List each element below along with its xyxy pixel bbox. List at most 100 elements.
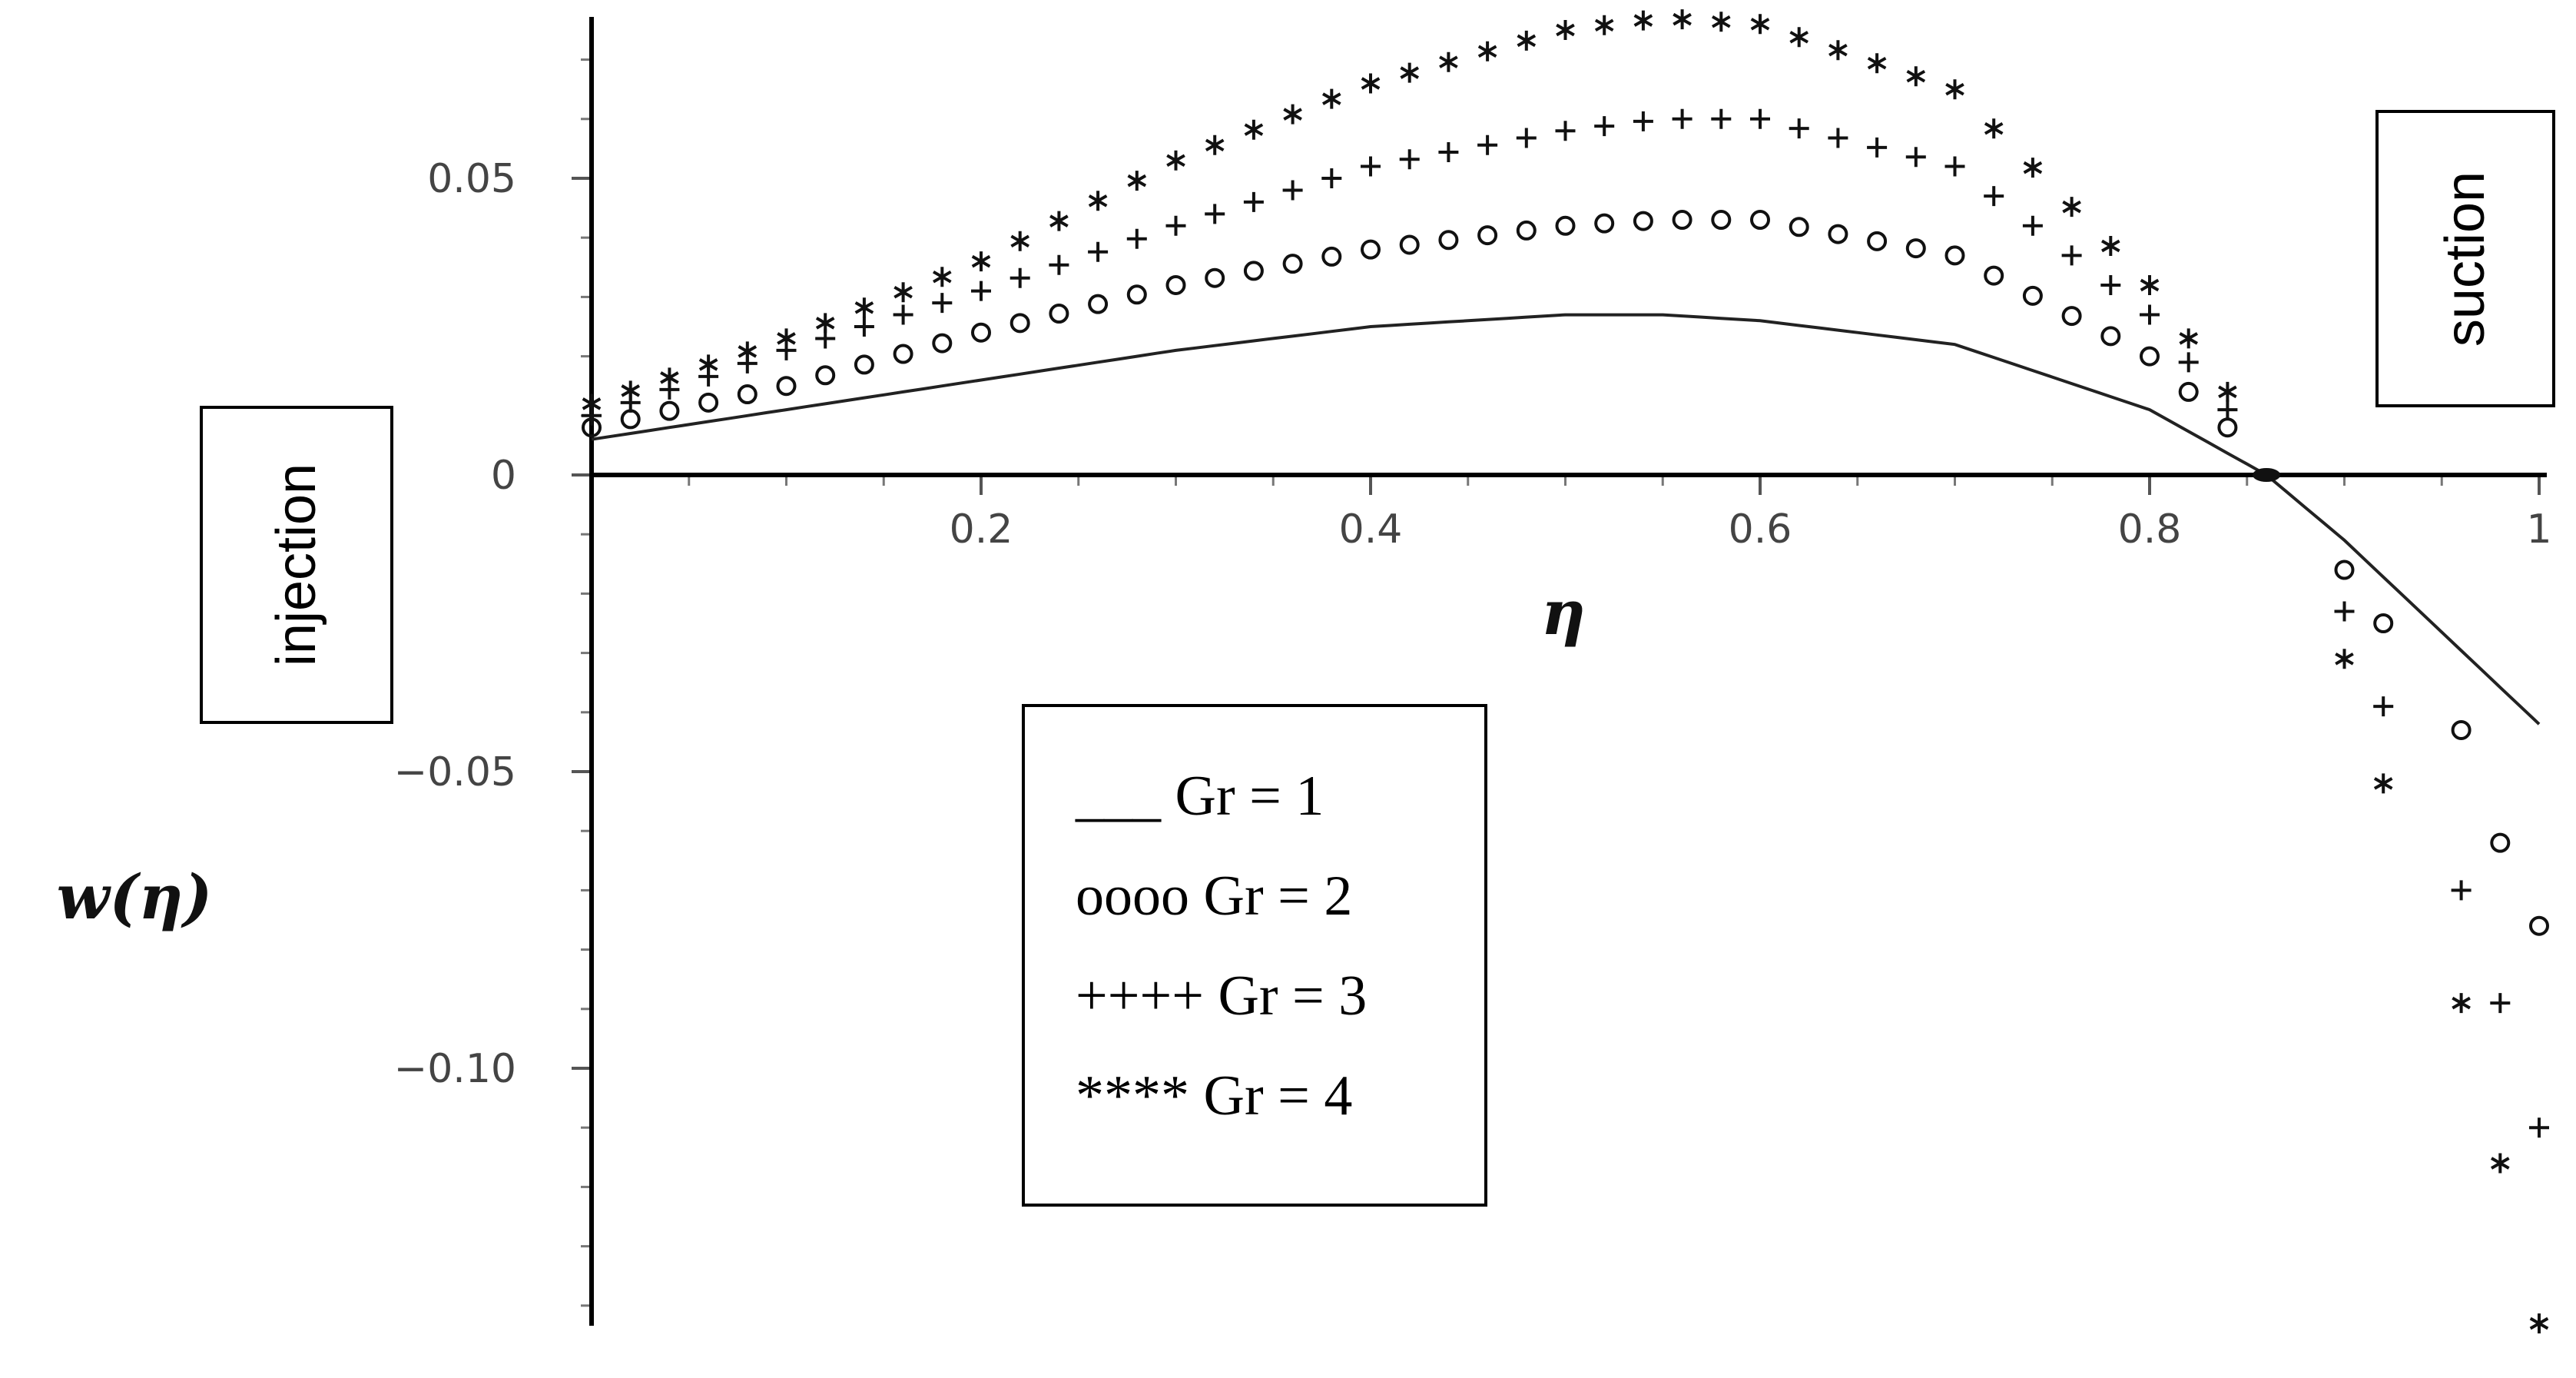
data-point-star (1633, 10, 1653, 31)
data-point-plus (2490, 993, 2511, 1014)
data-point-star (1477, 41, 1497, 61)
data-point-plus (1828, 128, 1848, 148)
data-point-star (2218, 381, 2237, 402)
data-point-o (659, 400, 680, 421)
data-point-star (1205, 134, 1225, 155)
data-point-plus (1944, 156, 1965, 177)
data-point-star (1166, 150, 1185, 171)
legend-symbol-gr4: **** (1076, 1064, 1189, 1127)
data-point-plus (1594, 116, 1615, 137)
data-point-o (620, 409, 641, 430)
legend-label-gr3: Gr = 3 (1218, 965, 1367, 1028)
data-point-star (1712, 12, 1731, 32)
data-point-star (2452, 993, 2471, 1014)
data-point-star (1322, 88, 1341, 109)
data-point-plus (1905, 147, 1926, 168)
y-tick-label: 0 (491, 453, 516, 499)
data-point-plus (1672, 108, 1692, 129)
data-point-star (854, 297, 874, 318)
data-point-star (582, 393, 602, 414)
data-point-o (1633, 211, 1653, 231)
data-point-o (1438, 230, 1459, 251)
series-1 (591, 313, 2541, 726)
y-tick-label: −0.05 (394, 749, 516, 795)
legend-entry-gr3: ++++ Gr = 3 (1076, 965, 1367, 1028)
data-point-plus (1711, 108, 1732, 129)
data-point-o (971, 322, 991, 343)
data-point-star (2140, 275, 2160, 295)
data-point-star (660, 367, 679, 388)
data-point-plus (2451, 880, 2472, 901)
data-point-o (893, 344, 913, 364)
data-point-plus (2334, 601, 2355, 622)
data-point-star (1867, 53, 1887, 74)
data-point-o (1165, 274, 1186, 295)
legend-symbol-gr1: ___ (1075, 765, 1162, 828)
legend-label-gr2: Gr = 2 (1204, 865, 1353, 928)
crossing-point (2253, 468, 2281, 482)
suction-annotation: suction (2375, 110, 2555, 407)
tick-labels: 0.05 0 −0.05 −0.10 0.2 0.4 0.6 0.8 1 (394, 156, 2552, 1092)
data-point-o (1789, 217, 1809, 237)
data-point-o (1010, 313, 1030, 334)
data-point-o (698, 392, 719, 413)
data-point-star (1361, 73, 1381, 94)
data-point-o (1672, 210, 1692, 231)
data-point-o (776, 376, 797, 397)
data-point-star (815, 313, 835, 334)
data-point-star (1010, 231, 1029, 251)
data-point-plus (1399, 149, 1420, 170)
data-point-o (1516, 220, 1537, 241)
data-point-star (933, 267, 952, 287)
data-point-o (1828, 224, 1848, 244)
data-point-o (2334, 560, 2355, 580)
data-point-star (1945, 79, 1964, 100)
data-point-star (1439, 51, 1458, 72)
data-point-plus (1243, 191, 1264, 212)
y-tick-label: −0.10 (394, 1046, 516, 1092)
suction-label: suction (2435, 171, 2496, 347)
legend-box (1022, 704, 1487, 1207)
data-point-star (2101, 236, 2120, 256)
data-point-star (1594, 15, 1614, 35)
data-point-star (777, 328, 796, 349)
data-point-o (1361, 239, 1381, 260)
y-axis-title: w(η) (57, 861, 213, 933)
data-point-star (1984, 118, 2004, 139)
data-point-o (1555, 215, 1576, 236)
data-point-o (1205, 267, 1225, 288)
data-point-plus (1282, 180, 1303, 201)
data-point-star (2179, 328, 2198, 349)
data-point-o (815, 365, 836, 386)
data-point-plus (2140, 304, 2160, 325)
series-4 (582, 9, 2549, 1333)
y-tick-label: 0.05 (427, 156, 516, 202)
data-point-star (1906, 66, 1926, 87)
legend-label-gr1: Gr = 1 (1175, 765, 1324, 828)
x-tick-label: 0.4 (1339, 506, 1403, 553)
data-point-o (2140, 346, 2160, 367)
data-point-o (1711, 210, 1732, 231)
data-point-plus (1633, 111, 1653, 131)
data-point-star (1400, 62, 1419, 83)
data-point-o (1282, 254, 1303, 274)
data-point-o (932, 333, 953, 354)
legend-symbol-gr2: oooo (1076, 865, 1189, 928)
series-line (591, 313, 2541, 726)
injection-label: injection (266, 463, 327, 666)
data-point-o (854, 354, 874, 375)
data-point-plus (2178, 352, 2199, 373)
data-point-o (1594, 213, 1615, 234)
legend: ___ Gr = 1 oooo Gr = 2 ++++ Gr = 3 **** … (1022, 704, 1487, 1207)
legend-label-gr4: Gr = 4 (1204, 1064, 1353, 1127)
legend-symbol-gr3: ++++ (1076, 965, 1204, 1028)
data-point-plus (1049, 254, 1069, 275)
data-point-o (737, 384, 758, 405)
data-point-plus (1867, 137, 1888, 158)
data-point-plus (1126, 228, 1147, 249)
x-tick-label: 0.8 (2118, 506, 2182, 553)
data-point-star (971, 251, 991, 272)
data-point-star (1049, 211, 1069, 231)
data-point-star (1789, 27, 1809, 48)
